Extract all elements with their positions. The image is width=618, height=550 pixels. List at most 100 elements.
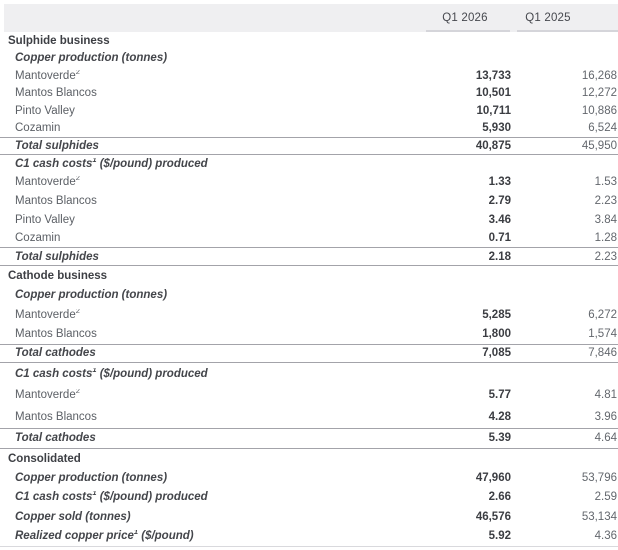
row-label-text: Pinto Valley <box>15 213 75 226</box>
table-row-site: Cozamin 5,930 6,524 <box>0 120 618 138</box>
value-q1-2025: 7,846 <box>588 347 617 360</box>
table-row-total: Total cathodes 5.39 4.64 <box>0 427 618 450</box>
table-row-site: Mantoverde2 1.33 1.53 <box>0 173 618 192</box>
column-header-q1-2026-label: Q1 2026 <box>442 12 488 24</box>
value-q1-2025: 1,574 <box>588 327 617 340</box>
row-label-text: Pinto Valley <box>15 104 75 117</box>
value-q1-2026: 7,085 <box>482 347 511 360</box>
row-label-text: Copper production (tonnes) <box>15 52 168 65</box>
value-q1-2025: 4.81 <box>594 389 617 402</box>
value-q1-2025: 10,886 <box>581 104 617 117</box>
value-q1-2026: 5,930 <box>482 122 511 135</box>
row-label-text: Mantos Blancos <box>15 194 97 207</box>
footnote-marker: 1 <box>92 367 97 374</box>
value-q1-2026: 10,501 <box>475 87 511 100</box>
value-q1-2026: 5.39 <box>488 432 511 445</box>
value-q1-2026: 10,711 <box>476 104 511 117</box>
row-label: Total cathodes <box>0 347 422 359</box>
value-q1-2026: 2.79 <box>488 194 511 207</box>
row-label-text: Mantoverde <box>15 69 76 82</box>
footnote-marker: 2 <box>75 176 80 183</box>
table-row-section: Consolidated <box>0 449 618 468</box>
row-label: Mantos Blancos <box>0 87 422 99</box>
table-row-category: C1 cash costs1 ($/pound) produced 2.66 2.5… <box>0 488 618 507</box>
table-row-category: C1 cash costs1 ($/pound) produced <box>0 363 618 385</box>
value-q1-2025: 45,950 <box>581 139 617 152</box>
table-row-category: Realized copper price1 ($/pound) 5.92 4.36 <box>0 527 618 546</box>
row-label: Mantoverde2 <box>0 176 422 188</box>
table-row-site: Mantos Blancos 1,800 1,574 <box>0 324 618 343</box>
value-q1-2025: 3.96 <box>594 410 617 423</box>
table-body: Sulphide business Copper production (tonn… <box>0 32 618 546</box>
row-label-text: Cathode business <box>8 269 108 282</box>
value-q1-2025: 6,524 <box>588 122 617 135</box>
row-label: Mantos Blancos <box>0 195 422 207</box>
value-q1-2026: 46,576 <box>475 510 511 523</box>
value-q1-2026: 0.71 <box>488 232 511 245</box>
value-q1-2025: 3.84 <box>594 213 617 226</box>
row-label-suffix: ($/pound) <box>138 530 194 543</box>
row-label: Cozamin <box>0 232 422 244</box>
row-label: Total sulphides <box>0 140 422 152</box>
value-q1-2026: 1.33 <box>488 176 511 189</box>
row-label: Copper production (tonnes) <box>0 289 422 301</box>
table-row-category: Copper production (tonnes) 47,960 53,796 <box>0 468 618 487</box>
row-label: Mantoverde2 <box>0 70 422 82</box>
value-q1-2026: 5.77 <box>488 389 511 402</box>
row-label: Pinto Valley <box>0 214 422 226</box>
value-q1-2026: 1,800 <box>482 327 511 340</box>
row-label: Realized copper price1 ($/pound) <box>0 530 422 542</box>
value-q1-2025: 16,268 <box>581 69 617 82</box>
row-label: Mantos Blancos <box>0 411 422 423</box>
table-header-row: Q1 2026 Q1 2025 <box>4 4 618 32</box>
row-label: Sulphide business <box>0 35 422 47</box>
row-label-text: C1 cash costs <box>15 367 93 380</box>
value-q1-2026: 2.18 <box>488 250 511 263</box>
table-row-site: Mantos Blancos 2.79 2.23 <box>0 192 618 211</box>
row-label-suffix: ($/pound) produced <box>96 367 208 380</box>
value-q1-2026: 4.28 <box>488 410 511 423</box>
column-header-q1-2025-label: Q1 2025 <box>525 12 571 24</box>
value-q1-2025: 2.59 <box>594 491 617 504</box>
row-label: Cozamin <box>0 122 422 134</box>
row-label-text: Copper sold (tonnes) <box>15 510 131 523</box>
row-label-text: Realized copper price <box>15 530 134 543</box>
row-label-text: Mantoverde <box>15 176 76 189</box>
table-row-section: Cathode business <box>0 266 618 285</box>
row-label-text: Mantos Blancos <box>15 87 97 100</box>
row-label: C1 cash costs1 ($/pound) produced <box>0 368 422 380</box>
footnote-marker: 2 <box>75 308 80 315</box>
footnote-marker: 1 <box>92 157 97 164</box>
table-row-site: Mantoverde2 13,733 16,268 <box>0 67 618 85</box>
value-q1-2025: 4.64 <box>594 432 617 445</box>
row-label-text: C1 cash costs <box>15 491 93 504</box>
table-row-site: Cozamin 0.71 1.28 <box>0 229 618 248</box>
value-q1-2025: 53,796 <box>581 472 617 485</box>
column-header-q1-2026: Q1 2026 <box>426 4 512 32</box>
row-label-text: Cozamin <box>15 122 61 135</box>
value-q1-2026: 5.92 <box>488 530 511 543</box>
row-label-text: Mantoverde <box>15 389 76 402</box>
table-row-site: Mantos Blancos 4.28 3.96 <box>0 406 618 428</box>
table-row-site: Mantoverde2 5.77 4.81 <box>0 385 618 407</box>
row-label: Pinto Valley <box>0 105 422 117</box>
row-label-suffix: ($/pound) produced <box>96 157 208 170</box>
row-label-text: Total cathodes <box>15 347 96 360</box>
row-label-text: Mantos Blancos <box>15 410 97 423</box>
row-label-text: Copper production (tonnes) <box>15 472 168 485</box>
value-q1-2026: 47,960 <box>475 472 511 485</box>
value-q1-2026: 40,875 <box>475 139 511 152</box>
row-label-text: Sulphide business <box>8 34 110 47</box>
row-label: Total sulphides <box>0 251 422 263</box>
table-row-total: Total sulphides 40,875 45,950 <box>0 137 618 155</box>
value-q1-2025: 1.53 <box>594 176 617 189</box>
row-label-text: Consolidated <box>8 452 81 465</box>
column-header-q1-2025: Q1 2025 <box>512 4 618 32</box>
value-q1-2025: 53,134 <box>581 510 617 523</box>
row-label-text: Mantoverde <box>15 308 76 321</box>
row-label: C1 cash costs1 ($/pound) produced <box>0 158 422 170</box>
table-row-category: C1 cash costs1 ($/pound) produced <box>0 155 618 174</box>
row-label-suffix: ($/pound) produced <box>96 491 208 504</box>
value-q1-2025: 12,272 <box>581 87 617 100</box>
footnote-marker: 1 <box>133 530 139 537</box>
